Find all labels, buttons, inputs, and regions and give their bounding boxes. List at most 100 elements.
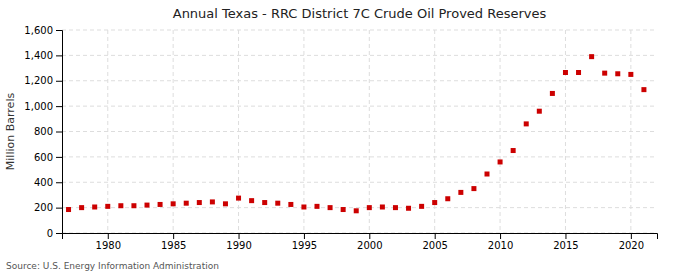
x-axis-line	[63, 234, 658, 240]
chart-container: 1980 1985 1990 1995 2000 2005 2010 2015 2020 0 200…	[0, 0, 675, 275]
x-grid-line	[238, 30, 239, 233]
y-grid-line	[62, 182, 657, 183]
y-tick: 1,400	[24, 50, 62, 61]
point	[563, 70, 568, 75]
grid	[62, 30, 657, 233]
point	[537, 109, 542, 114]
chart-svg: 1980 1985 1990 1995 2000 2005 2010 2015 2020 0 200…	[0, 0, 675, 275]
x-grid-line	[565, 30, 566, 233]
point	[79, 205, 84, 210]
x-tick-label: 2000	[357, 240, 382, 251]
x-tick: 2020	[619, 233, 644, 251]
x-tick-label: 2015	[553, 240, 578, 251]
y-tick-mark	[56, 132, 62, 133]
point	[406, 206, 411, 211]
point	[315, 204, 320, 209]
x-tick: 2000	[357, 233, 382, 251]
x-tick: 1980	[96, 233, 121, 251]
point	[393, 205, 398, 210]
y-grid-line	[62, 30, 657, 31]
point	[419, 204, 424, 209]
y-tick-label: 1,600	[24, 25, 53, 36]
point	[354, 208, 359, 213]
x-tick-label: 1990	[226, 240, 251, 251]
y-tick-label: 200	[34, 202, 53, 213]
point	[210, 199, 215, 204]
annotation: Source: U.S. Energy Information Administ…	[6, 261, 219, 271]
x-tick-mark	[304, 233, 305, 239]
point	[628, 72, 633, 77]
point	[288, 202, 293, 207]
x-tick-label: 2005	[422, 240, 447, 251]
y-tick-label: 600	[34, 152, 53, 163]
y-tick-mark	[56, 30, 62, 31]
x-tick-label: 1980	[96, 240, 121, 251]
y-tick: 800	[34, 126, 62, 137]
point	[118, 203, 123, 208]
point	[589, 54, 594, 59]
x-tick: 1985	[161, 233, 186, 251]
y-axis-line	[56, 31, 63, 234]
y-tick-mark	[56, 182, 62, 183]
y-grid-line	[62, 55, 657, 56]
y-tick-label: 800	[34, 126, 53, 137]
y-tick-label: 1,000	[24, 101, 53, 112]
y-axis-label: Million Barrels	[4, 93, 17, 171]
x-tick: 1995	[292, 233, 317, 251]
y-tick-label: 0	[47, 228, 53, 239]
x-grid-line	[303, 30, 304, 233]
y-grid-line	[62, 156, 657, 157]
x-tick-mark	[173, 233, 174, 239]
y-tick-mark	[56, 106, 62, 107]
x-tick-mark	[435, 233, 436, 239]
x-tick: 2005	[422, 233, 447, 251]
point	[236, 196, 241, 201]
point	[498, 159, 503, 164]
x-tick-mark	[565, 233, 566, 239]
x-tick-mark	[369, 233, 370, 239]
y-grid-line	[62, 80, 657, 81]
y-tick-mark	[56, 55, 62, 56]
x-tick-label: 2010	[488, 240, 513, 251]
x-tick-label: 2020	[619, 240, 644, 251]
x-tick-label: 1995	[292, 240, 317, 251]
point	[249, 198, 254, 203]
point	[105, 204, 110, 209]
marks	[66, 54, 646, 213]
point	[223, 201, 228, 206]
y-tick-mark	[56, 208, 62, 209]
point	[576, 70, 581, 75]
point	[485, 172, 490, 177]
x-tick-mark	[108, 233, 109, 239]
y-tick: 1,600	[24, 25, 62, 36]
x-tick-label: 1985	[161, 240, 186, 251]
y-tick: 0	[47, 228, 62, 239]
point	[602, 71, 607, 76]
point	[197, 200, 202, 205]
point	[131, 203, 136, 208]
x-grid-line	[630, 30, 631, 233]
point	[641, 87, 646, 92]
point	[524, 121, 529, 126]
point	[380, 204, 385, 209]
point	[367, 205, 372, 210]
x-tick: 2010	[488, 233, 513, 251]
plot-area: 1980 1985 1990 1995 2000 2005 2010 2015 2020 0 200…	[24, 25, 657, 251]
x-tick-mark	[631, 233, 632, 239]
point	[92, 204, 97, 209]
y-tick-mark	[56, 157, 62, 158]
y-tick-mark	[56, 233, 62, 234]
point	[275, 201, 280, 206]
point	[341, 207, 346, 212]
point	[550, 91, 555, 96]
point	[184, 201, 189, 206]
y-tick: 1,000	[24, 101, 62, 112]
x-grid-line	[369, 30, 370, 233]
y-axis: 0 200 400 600 800 1,000 1,200 1,400 1,600	[24, 25, 62, 239]
point	[301, 204, 306, 209]
y-tick: 1,200	[24, 75, 62, 86]
point	[145, 203, 150, 208]
point	[171, 201, 176, 206]
y-tick: 400	[34, 177, 62, 188]
point	[432, 200, 437, 205]
